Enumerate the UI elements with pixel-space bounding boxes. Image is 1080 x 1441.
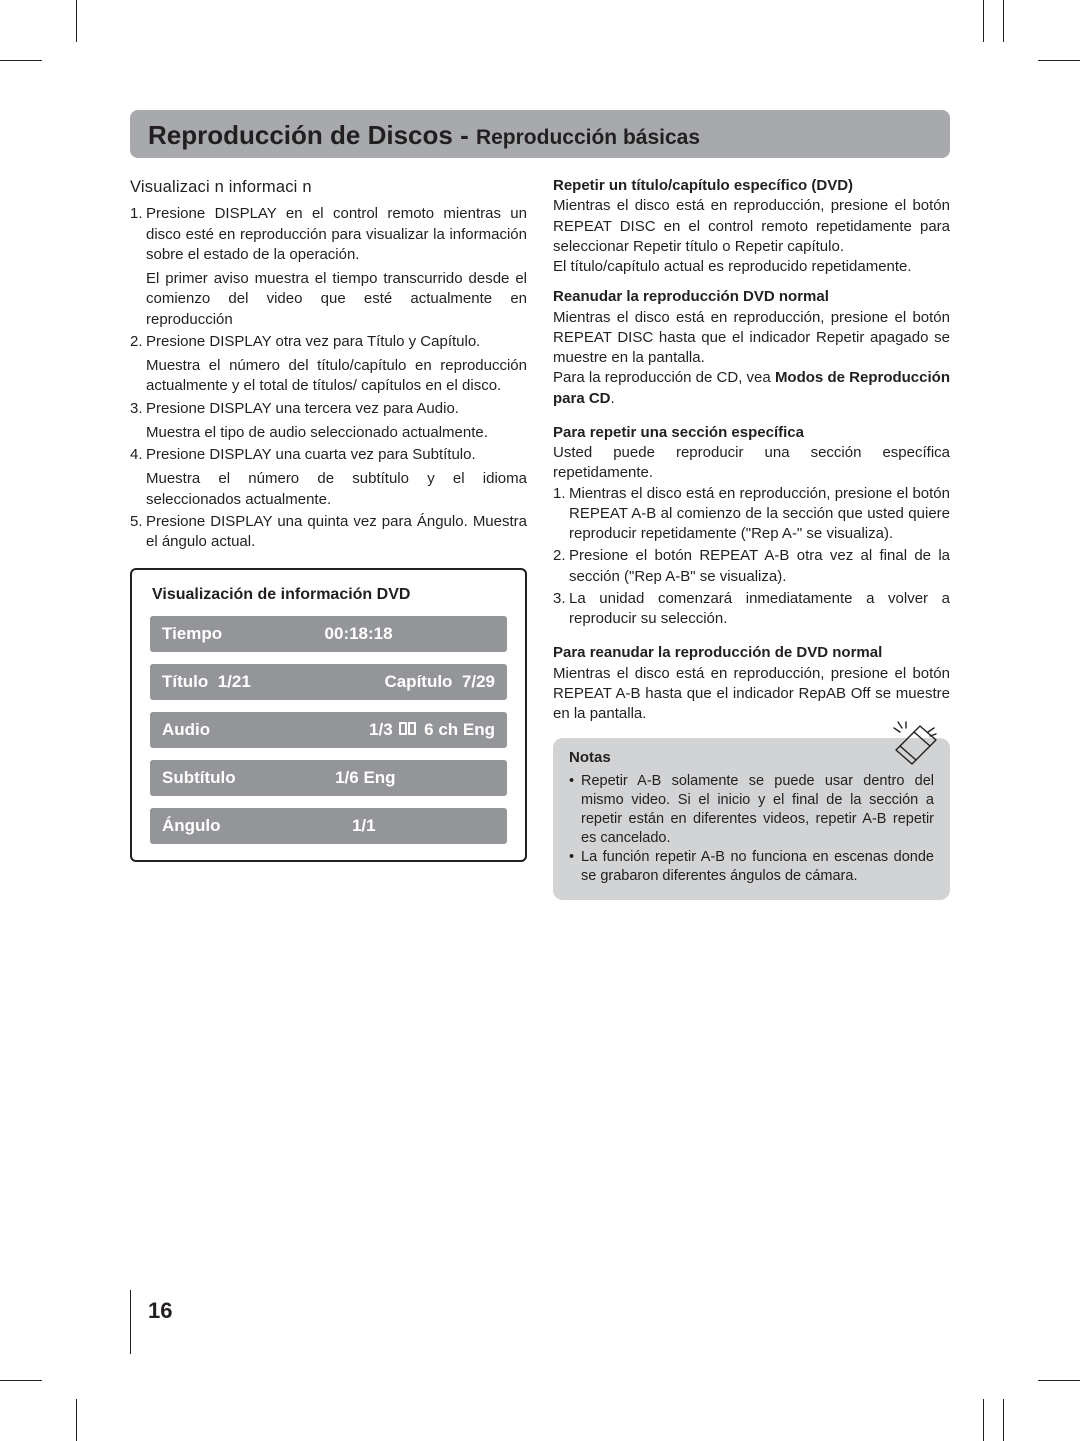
s1-heading: Repetir un título/capítulo específico (D…: [553, 176, 950, 196]
s4-p: Mientras el disco está en reproducción, …: [553, 664, 950, 725]
dvd-row-audio: Audio 1/3 6 ch Eng: [150, 712, 507, 748]
list-item: 3.La unidad comenzará inmediatamente a v…: [553, 589, 950, 630]
title-main: Reproducción de Discos: [148, 120, 453, 150]
s2-heading: Reanudar la reproducción DVD normal: [553, 287, 950, 307]
dvd-audio-label: Audio: [162, 719, 210, 742]
dvd-capitulo: Capítulo 7/29: [384, 671, 495, 694]
dvd-audio-value: 1/3 6 ch Eng: [210, 719, 495, 742]
list-item: •Repetir A-B solamente se puede usar den…: [569, 772, 934, 849]
left-column: Visualizaci n informaci n 1.Presione DIS…: [130, 176, 527, 900]
list-item: 5.Presione DISPLAY una quinta vez para Á…: [130, 512, 527, 553]
notes-heading: Notas: [569, 748, 934, 768]
dvd-row-angulo: Ángulo 1/1: [150, 808, 507, 844]
page-number-rule: [130, 1290, 131, 1354]
s2-p1: Mientras el disco está en reproducción, …: [553, 308, 950, 369]
s3-p: Usted puede reproducir una sección espec…: [553, 443, 950, 484]
s2-p2: Para la reproducción de CD, vea Modos de…: [553, 368, 950, 409]
list-item: 1.Presione DISPLAY en el control remoto …: [130, 204, 527, 330]
list-item: 1.Mientras el disco está en reproducción…: [553, 484, 950, 545]
manual-page: Reproducción de Discos - Reproducción bá…: [130, 110, 950, 900]
list-item: 2.Presione DISPLAY otra vez para Título …: [130, 332, 527, 397]
s3-heading: Para repetir una sección específica: [553, 423, 950, 443]
list-item: 2.Presione el botón REPEAT A-B otra vez …: [553, 546, 950, 587]
dvd-tiempo-value: 00:18:18: [222, 623, 495, 646]
right-column: Repetir un título/capítulo específico (D…: [553, 176, 950, 900]
notes-box: Notas •Repetir A-B solamente se puede us…: [553, 738, 950, 900]
display-steps-list: 1.Presione DISPLAY en el control remoto …: [130, 204, 527, 552]
notes-hand-icon: [890, 720, 940, 766]
dvd-panel-title: Visualización de información DVD: [152, 584, 507, 606]
title-sep: -: [453, 120, 476, 150]
s1-p2: El título/capítulo actual es reproducido…: [553, 257, 950, 277]
list-item: 4.Presione DISPLAY una cuarta vez para S…: [130, 445, 527, 510]
notes-list: •Repetir A-B solamente se puede usar den…: [569, 772, 934, 887]
dvd-angulo-value: 1/1: [221, 815, 495, 838]
dvd-titulo: Título 1/21: [162, 671, 251, 694]
dvd-subtitulo-value: 1/6 Eng: [236, 767, 495, 790]
dvd-info-panel: Visualización de información DVD Tiempo …: [130, 568, 527, 861]
page-number: 16: [148, 1298, 172, 1324]
list-item: 3.Presione DISPLAY una tercera vez para …: [130, 399, 527, 444]
dvd-subtitulo-label: Subtítulo: [162, 767, 236, 790]
list-item: •La función repetir A-B no funciona en e…: [569, 848, 934, 886]
s1-p1: Mientras el disco está en reproducción, …: [553, 196, 950, 257]
dvd-row-tiempo: Tiempo 00:18:18: [150, 616, 507, 652]
title-sub: Reproducción básicas: [476, 126, 700, 149]
dvd-row-titulo: Título 1/21 Capítulo 7/29: [150, 664, 507, 700]
dvd-row-subtitulo: Subtítulo 1/6 Eng: [150, 760, 507, 796]
repeat-ab-steps: 1.Mientras el disco está en reproducción…: [553, 484, 950, 630]
dvd-angulo-label: Ángulo: [162, 815, 221, 838]
left-heading: Visualizaci n informaci n: [130, 176, 527, 198]
dvd-tiempo-label: Tiempo: [162, 623, 222, 646]
page-title-bar: Reproducción de Discos - Reproducción bá…: [130, 110, 950, 158]
dolby-icon: [399, 719, 417, 742]
s4-heading: Para reanudar la reproducción de DVD nor…: [553, 643, 950, 663]
